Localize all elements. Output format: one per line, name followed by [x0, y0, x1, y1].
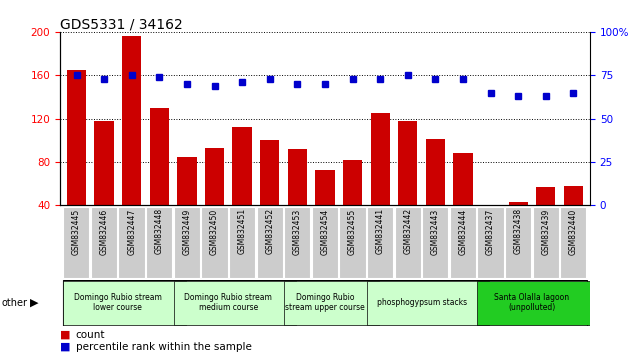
Text: GSM832454: GSM832454 [321, 208, 329, 255]
Bar [95, 121, 114, 249]
Text: GSM832448: GSM832448 [155, 208, 164, 255]
FancyBboxPatch shape [284, 207, 310, 278]
FancyBboxPatch shape [367, 281, 490, 325]
FancyBboxPatch shape [312, 207, 338, 278]
FancyBboxPatch shape [477, 281, 600, 325]
Text: GSM832455: GSM832455 [348, 208, 357, 255]
Bar [370, 113, 390, 249]
Bar [150, 108, 169, 249]
FancyBboxPatch shape [505, 207, 531, 278]
Bar [398, 121, 418, 249]
Text: GSM832437: GSM832437 [486, 208, 495, 255]
Bar [453, 153, 473, 249]
Bar [426, 139, 445, 249]
Bar [260, 140, 280, 249]
Bar [232, 127, 252, 249]
Text: GDS5331 / 34162: GDS5331 / 34162 [60, 18, 183, 32]
Text: GSM832447: GSM832447 [127, 208, 136, 255]
Text: GSM832444: GSM832444 [459, 208, 468, 255]
Text: percentile rank within the sample: percentile rank within the sample [76, 342, 252, 352]
Text: GSM832442: GSM832442 [403, 208, 412, 255]
FancyBboxPatch shape [174, 207, 200, 278]
Bar [177, 156, 197, 249]
Text: ■: ■ [60, 342, 71, 352]
FancyBboxPatch shape [229, 207, 255, 278]
FancyBboxPatch shape [533, 207, 559, 278]
FancyBboxPatch shape [450, 207, 476, 278]
Bar [316, 170, 334, 249]
Bar [288, 149, 307, 249]
Text: GSM832445: GSM832445 [72, 208, 81, 255]
FancyBboxPatch shape [63, 281, 186, 325]
Text: GSM832449: GSM832449 [182, 208, 191, 255]
FancyBboxPatch shape [422, 207, 449, 278]
FancyBboxPatch shape [63, 207, 90, 278]
FancyBboxPatch shape [119, 207, 144, 278]
Text: ▶: ▶ [30, 298, 38, 308]
Text: GSM832453: GSM832453 [293, 208, 302, 255]
FancyBboxPatch shape [284, 281, 379, 325]
Text: GSM832450: GSM832450 [210, 208, 219, 255]
Text: count: count [76, 330, 105, 339]
Text: Domingo Rubio
stream upper course: Domingo Rubio stream upper course [285, 293, 365, 312]
FancyBboxPatch shape [63, 280, 587, 326]
Bar [205, 148, 224, 249]
Text: ■: ■ [60, 330, 71, 339]
FancyBboxPatch shape [201, 207, 228, 278]
FancyBboxPatch shape [394, 207, 421, 278]
FancyBboxPatch shape [560, 207, 586, 278]
Bar [481, 205, 500, 249]
Text: GSM832438: GSM832438 [514, 208, 522, 255]
Text: GSM832443: GSM832443 [431, 208, 440, 255]
Text: GSM832451: GSM832451 [238, 208, 247, 255]
Text: GSM832441: GSM832441 [375, 208, 385, 255]
Text: GSM832439: GSM832439 [541, 208, 550, 255]
Bar [67, 70, 86, 249]
Text: GSM832452: GSM832452 [265, 208, 274, 255]
Text: Santa Olalla lagoon
(unpolluted): Santa Olalla lagoon (unpolluted) [495, 293, 570, 312]
FancyBboxPatch shape [339, 207, 365, 278]
Text: other: other [1, 298, 27, 308]
Bar [509, 202, 528, 249]
Bar [343, 160, 362, 249]
FancyBboxPatch shape [146, 207, 172, 278]
Text: GSM832440: GSM832440 [569, 208, 578, 255]
Bar [536, 187, 555, 249]
FancyBboxPatch shape [256, 207, 283, 278]
Text: phosphogypsum stacks: phosphogypsum stacks [377, 298, 467, 307]
Bar [563, 186, 583, 249]
Text: Domingo Rubio stream
medium course: Domingo Rubio stream medium course [184, 293, 273, 312]
Text: GSM832446: GSM832446 [100, 208, 109, 255]
FancyBboxPatch shape [91, 207, 117, 278]
Text: Domingo Rubio stream
lower course: Domingo Rubio stream lower course [74, 293, 162, 312]
FancyBboxPatch shape [477, 207, 504, 278]
Bar [122, 36, 141, 249]
FancyBboxPatch shape [367, 207, 393, 278]
FancyBboxPatch shape [174, 281, 296, 325]
